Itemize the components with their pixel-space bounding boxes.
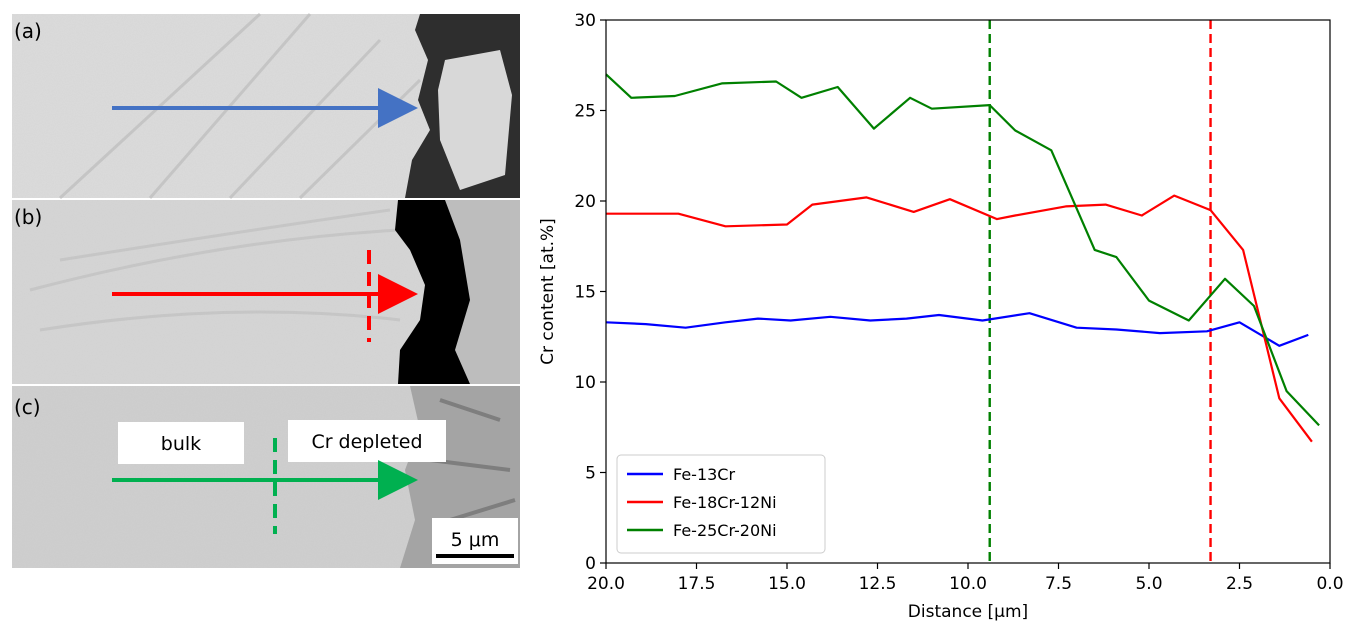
series-line-2: [605, 73, 1320, 427]
bulk-label: bulk: [161, 433, 201, 455]
x-tick-label: 17.5: [678, 574, 716, 594]
legend-label: Fe-18Cr-12Ni: [673, 493, 777, 512]
micrograph-a: [12, 12, 520, 200]
y-axis: 0 5 10 15 20 25 30: [574, 11, 606, 574]
y-tick-label: 0: [585, 554, 596, 574]
panel-label-a: (a): [14, 19, 42, 43]
series-lines: [605, 73, 1320, 443]
legend-box: [616, 454, 826, 554]
micrograph-b: [12, 200, 520, 384]
scale-bar-label: 5 μm: [451, 529, 500, 551]
x-tick-label: 7.5: [1045, 574, 1072, 594]
x-axis-label: Distance [μm]: [908, 602, 1028, 622]
x-tick-label: 2.5: [1226, 574, 1253, 594]
x-tick-label: 12.5: [859, 574, 897, 594]
x-tick-label: 5.0: [1135, 574, 1162, 594]
panel-label-b: (b): [14, 205, 42, 229]
legend-label: Fe-25Cr-20Ni: [673, 521, 777, 540]
panel-label-c: (c): [14, 395, 41, 419]
y-tick-label: 5: [585, 464, 596, 484]
x-tick-label: 20.0: [587, 574, 625, 594]
micrograph-c: [12, 386, 520, 568]
x-tick-label: 0.0: [1316, 574, 1343, 594]
y-axis-label: Cr content [at.%]: [538, 218, 558, 365]
x-axis: 20.0 17.5 15.0 12.5 10.0 7.5 5.0 2.5 0.0: [587, 563, 1344, 594]
series-line-1: [606, 194, 1313, 443]
x-tick-label: 10.0: [949, 574, 987, 594]
y-tick-label: 20: [574, 192, 596, 212]
legend-label: Fe-13Cr: [673, 465, 735, 484]
cr-depleted-label: Cr depleted: [311, 431, 422, 453]
y-tick-label: 15: [574, 283, 596, 303]
y-tick-label: 25: [574, 102, 596, 122]
reference-lines: [988, 20, 1212, 563]
y-tick-label: 10: [574, 373, 596, 393]
legend: Fe-13Cr Fe-18Cr-12Ni Fe-25Cr-20Ni: [616, 454, 826, 554]
x-tick-label: 15.0: [768, 574, 806, 594]
series-line-0: [605, 312, 1309, 347]
cr-profile-chart: 20.0 17.5 15.0 12.5 10.0 7.5 5.0 2.5 0.0 0 5 10 15 2…: [538, 11, 1344, 622]
y-tick-label: 30: [574, 11, 596, 31]
